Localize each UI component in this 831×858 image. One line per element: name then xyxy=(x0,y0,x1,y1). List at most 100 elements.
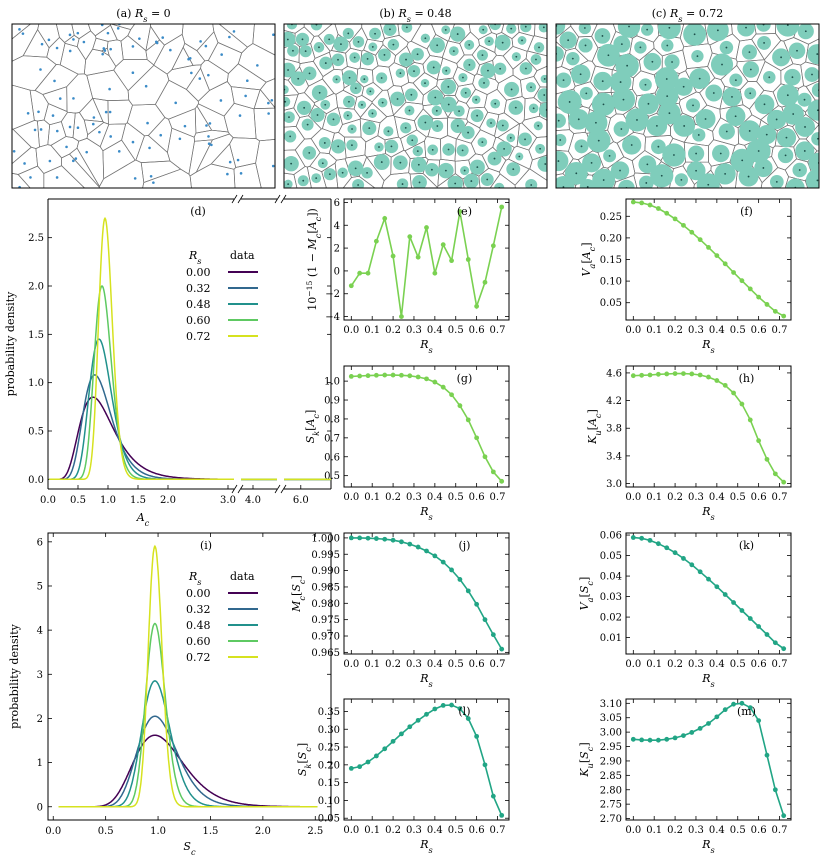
voronoi-point xyxy=(55,46,59,50)
x-tick-label: 0.6 xyxy=(469,825,485,836)
voronoi-seed xyxy=(562,79,565,82)
voronoi-seed xyxy=(798,169,801,171)
data-point xyxy=(357,270,363,276)
data-point xyxy=(647,202,653,208)
x-tick-label: 0.6 xyxy=(751,659,767,670)
voronoi-seed xyxy=(666,44,669,47)
voronoi-seed xyxy=(748,51,751,54)
y-tick-label: 0.03 xyxy=(600,592,622,603)
voronoi-disk xyxy=(540,74,547,84)
voronoi-disk xyxy=(537,88,547,102)
voronoi-disk xyxy=(556,24,566,35)
voronoi-seed xyxy=(351,144,353,147)
data-point xyxy=(357,764,363,770)
voronoi-seed xyxy=(791,76,794,79)
voronoi-seed xyxy=(369,90,372,93)
voronoi-seed xyxy=(447,85,450,88)
voronoi-seed xyxy=(424,121,427,124)
y-tick-label: 0.985 xyxy=(311,582,340,593)
axis-break xyxy=(274,194,281,204)
voronoi-seed xyxy=(601,80,604,83)
voronoi-seed xyxy=(347,32,350,35)
data-point xyxy=(747,286,753,292)
voronoi-cell xyxy=(393,115,418,140)
y-tick-label: 3.10 xyxy=(600,699,622,710)
voronoi-disk xyxy=(579,178,596,188)
data-point xyxy=(415,717,421,723)
data-point xyxy=(681,222,686,228)
voronoi-seed xyxy=(571,57,574,60)
voronoi-cell xyxy=(86,122,110,148)
y-tick-label: 0.995 xyxy=(311,550,340,561)
data-point xyxy=(739,700,745,706)
voronoi-cell xyxy=(12,120,40,149)
data-point xyxy=(407,373,413,379)
voronoi-cell xyxy=(207,42,243,75)
data-point xyxy=(664,736,670,742)
voronoi-disk xyxy=(638,175,654,188)
voronoi-seed xyxy=(668,112,671,115)
data-point xyxy=(499,646,505,652)
voronoi-point xyxy=(228,160,232,164)
voronoi-cell xyxy=(533,86,547,104)
voronoi-seed xyxy=(306,123,309,126)
voronoi-cell xyxy=(142,168,192,188)
axes-frame xyxy=(625,365,792,488)
voronoi-point xyxy=(71,159,75,163)
y-tick-label: 0.30 xyxy=(318,725,340,736)
x-tick-label: 0.7 xyxy=(490,492,506,503)
data-point xyxy=(672,371,678,377)
voronoi-cell xyxy=(71,24,92,40)
x-tick-label: 0.0 xyxy=(343,659,359,670)
data-point xyxy=(781,646,787,652)
voronoi-seed xyxy=(542,26,545,29)
voronoi-seed xyxy=(579,73,582,76)
data-point xyxy=(664,371,670,377)
voronoi-seed xyxy=(290,162,293,165)
voronoi-cell xyxy=(497,123,520,148)
x-tick-label: 0.2 xyxy=(667,659,683,670)
voronoi-point xyxy=(68,33,72,37)
data-point xyxy=(474,733,480,739)
data-point xyxy=(781,813,787,819)
voronoi-seed xyxy=(538,46,540,49)
data-point xyxy=(764,632,770,637)
x-tick-label: 0.4 xyxy=(427,659,443,670)
data-point xyxy=(424,225,429,230)
data-point xyxy=(440,703,446,708)
voronoi-cell xyxy=(29,89,49,122)
legend-entry-label: 0.32 xyxy=(186,603,211,616)
voronoi-cell xyxy=(37,119,51,148)
voronoi-seed xyxy=(530,184,533,186)
voronoi-seed xyxy=(668,26,671,29)
voronoi-seed xyxy=(725,46,728,49)
y-tick-label: 3.4 xyxy=(606,451,622,462)
voronoi-cell xyxy=(363,38,384,56)
y-tick-label: 2.5 xyxy=(28,233,44,244)
voronoi-point xyxy=(72,38,75,41)
voronoi-seed xyxy=(371,46,374,48)
voronoi-seed xyxy=(413,70,415,73)
data-point xyxy=(664,210,670,216)
voronoi-disk xyxy=(556,113,566,128)
voronoi-seed xyxy=(620,43,623,46)
data-point xyxy=(731,600,736,605)
voronoi-seed xyxy=(292,49,294,52)
voronoi-cell xyxy=(253,107,275,142)
x-tick-label: 4.0 xyxy=(245,495,261,506)
voronoi-point xyxy=(47,38,51,42)
voronoi-seed xyxy=(816,53,819,55)
data-point xyxy=(722,592,728,597)
data-point xyxy=(672,735,678,741)
voronoi-seed xyxy=(620,128,623,130)
series-curve xyxy=(58,715,318,808)
data-point xyxy=(365,270,371,276)
data-point xyxy=(382,372,388,378)
x-tick-label: 0.3 xyxy=(688,825,704,836)
voronoi-seed xyxy=(401,183,404,185)
voronoi-seed xyxy=(488,40,491,43)
voronoi-seed xyxy=(584,44,587,47)
y-tick-label: 0.25 xyxy=(600,212,622,223)
voronoi-seed xyxy=(321,162,324,165)
x-tick-label: 1.0 xyxy=(150,826,166,837)
